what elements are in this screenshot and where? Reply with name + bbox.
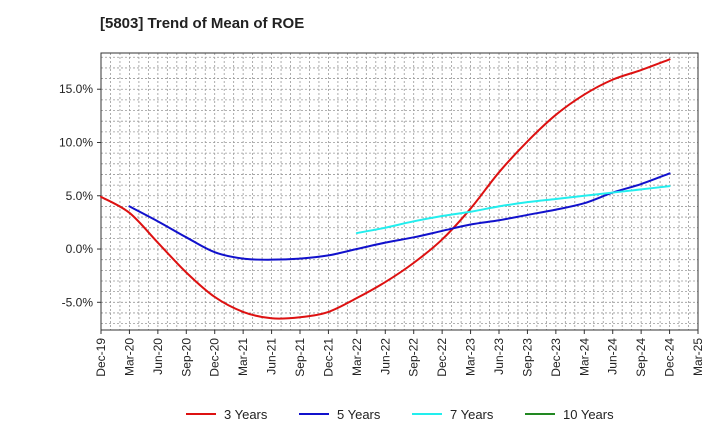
series-line-7-years xyxy=(355,185,671,235)
x-tick-label: Jun-22 xyxy=(378,338,392,375)
y-tick-label: 0.0% xyxy=(66,242,94,256)
x-tick-label: Mar-21 xyxy=(236,338,250,376)
x-tick-label: Jun-23 xyxy=(492,338,506,375)
legend-label-3-years: 3 Years xyxy=(224,407,268,422)
x-tick-label: Mar-23 xyxy=(464,338,478,376)
x-tick-label: Dec-21 xyxy=(321,338,335,377)
x-tick-label: Mar-20 xyxy=(122,338,136,376)
x-tick-label: Sep-20 xyxy=(179,338,193,377)
x-tick-label: Sep-22 xyxy=(407,338,421,377)
x-tick-label: Jun-24 xyxy=(606,338,620,375)
x-tick-label: Mar-22 xyxy=(350,338,364,376)
series-line-3-years xyxy=(100,58,671,320)
chart-title: [5803] Trend of Mean of ROE xyxy=(100,15,305,32)
x-tick-label: Sep-23 xyxy=(520,338,534,377)
y-tick-label: 15.0% xyxy=(59,82,93,96)
x-tick-label: Dec-19 xyxy=(94,338,108,377)
x-tick-label: Mar-25 xyxy=(691,338,705,376)
x-tick-label: Dec-20 xyxy=(208,338,222,377)
y-tick-label: -5.0% xyxy=(62,295,94,309)
x-tick-label: Jun-21 xyxy=(265,338,279,375)
x-tick-label: Jun-20 xyxy=(151,338,165,375)
x-tick-label: Sep-21 xyxy=(293,338,307,377)
legend-label-10-years: 10 Years xyxy=(563,407,614,422)
x-tick-label: Dec-23 xyxy=(549,338,563,377)
x-tick-label: Dec-22 xyxy=(435,338,449,377)
y-tick-label: 5.0% xyxy=(66,189,94,203)
x-tick-label: Sep-24 xyxy=(634,338,648,377)
plot-area xyxy=(101,53,698,330)
legend-label-7-years: 7 Years xyxy=(450,407,494,422)
x-tick-label: Dec-24 xyxy=(663,338,677,377)
y-tick-label: 10.0% xyxy=(59,135,93,149)
legend-label-5-years: 5 Years xyxy=(337,407,381,422)
x-tick-label: Mar-24 xyxy=(577,338,591,376)
plot-frame xyxy=(100,52,699,331)
series-line-5-years xyxy=(128,172,671,261)
